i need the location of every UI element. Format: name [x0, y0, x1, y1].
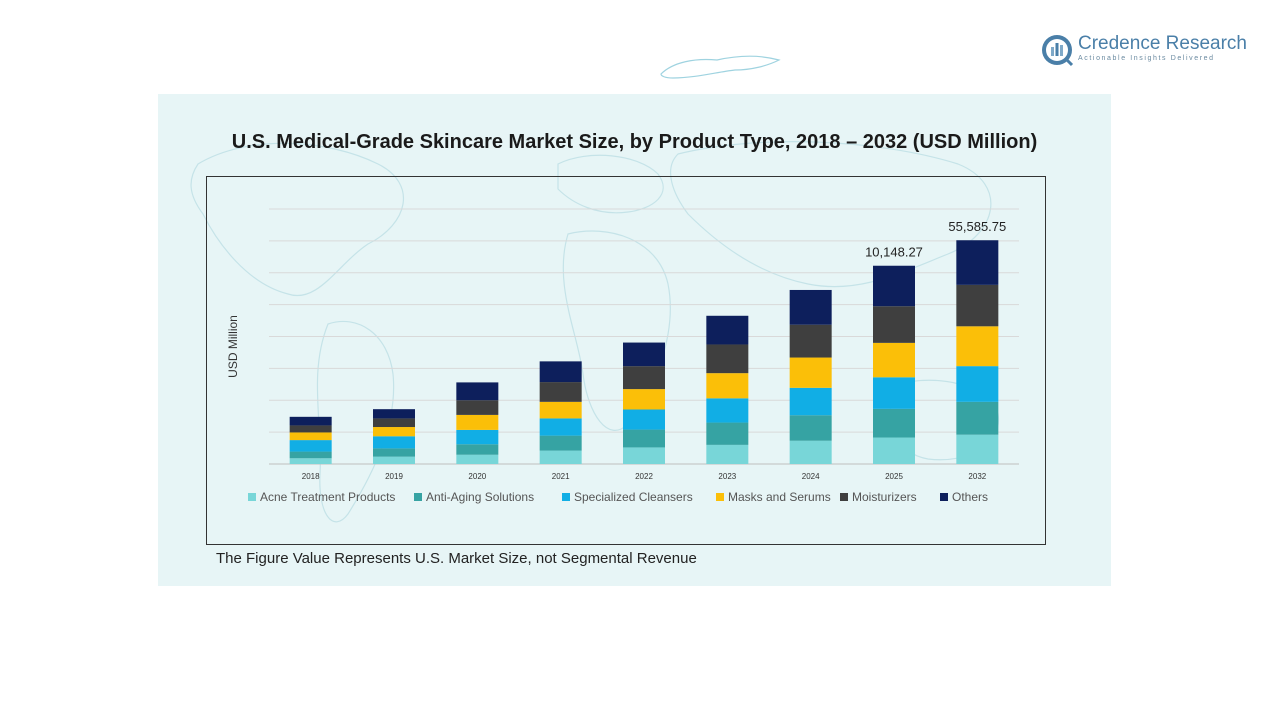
bar-segment [789, 357, 832, 388]
bar-segment [706, 344, 749, 374]
bar-segment [289, 425, 332, 433]
legend-swatch [716, 493, 724, 501]
legend-swatch [840, 493, 848, 501]
chart-panel: U.S. Medical-Grade Skincare Market Size,… [158, 94, 1111, 586]
bar-segment [373, 448, 415, 457]
bar-segment [623, 447, 665, 464]
x-tick-label: 2024 [802, 472, 820, 481]
bar-segment [539, 361, 582, 383]
bar-segment [539, 450, 582, 464]
legend-label: Others [952, 490, 988, 504]
bar-segment [873, 408, 915, 438]
bar-segment [873, 377, 915, 409]
bar-segment [706, 444, 749, 464]
legend-label: Acne Treatment Products [260, 490, 395, 504]
bar-segment [289, 451, 332, 459]
bar-segment [789, 415, 832, 441]
bar-segment [289, 416, 332, 426]
x-tick-label: 2023 [718, 472, 736, 481]
bar-segment [623, 429, 665, 448]
bar-segment [456, 414, 499, 430]
bar-segment [373, 409, 415, 419]
bar-segment [956, 284, 999, 327]
brand-tagline: Actionable Insights Delivered [1078, 55, 1215, 62]
credence-logo-icon [1042, 35, 1074, 67]
x-tick-label: 2022 [635, 472, 653, 481]
bar-segment [289, 440, 332, 452]
y-axis-label: USD Million [226, 315, 240, 378]
bar-segment [706, 398, 749, 423]
bar-segment [539, 401, 582, 419]
data-label: 10,148.27 [865, 245, 923, 260]
bar-segment [289, 458, 332, 464]
bar-segment [873, 342, 915, 378]
x-tick-label: 2025 [885, 472, 903, 481]
bar-segment [456, 429, 499, 445]
x-tick-label: 2032 [968, 472, 986, 481]
brand-name: Credence Research [1078, 33, 1247, 54]
bar-segment [623, 342, 665, 367]
bar-segment [789, 440, 832, 464]
bar-segment [373, 427, 415, 437]
legend-label: Anti-Aging Solutions [426, 490, 534, 504]
legend-swatch [940, 493, 948, 501]
legend-swatch [562, 493, 570, 501]
bar-segment [706, 422, 749, 445]
legend-label: Masks and Serums [728, 490, 831, 504]
brand-logo: Credence Research Actionable Insights De… [1040, 30, 1260, 70]
legend-swatch [248, 493, 256, 501]
bar-segment [956, 366, 999, 402]
decorative-map-outline [660, 55, 781, 79]
bar-segment [623, 409, 665, 430]
chart-title: U.S. Medical-Grade Skincare Market Size,… [231, 131, 1038, 153]
bar-segment [373, 418, 415, 428]
bar-segment [456, 454, 499, 464]
bar-segment [456, 400, 499, 415]
bar-segment [956, 401, 999, 435]
bar-segment [789, 289, 832, 325]
bar-segment [456, 382, 499, 401]
bar-segment [623, 366, 665, 390]
bar-segment [956, 326, 999, 367]
bar-segment [873, 437, 915, 464]
bar-segment [706, 315, 749, 345]
bar-segment [289, 432, 332, 441]
bar-segment [456, 444, 499, 455]
x-tick-label: 2021 [552, 472, 570, 481]
bar-segment [539, 435, 582, 451]
bar-segment [873, 265, 915, 307]
bar-segment [706, 373, 749, 399]
legend-swatch [414, 493, 422, 501]
bar-segment [789, 387, 832, 416]
bar-segment [373, 436, 415, 449]
bar-segment [539, 418, 582, 436]
chart-footnote: The Figure Value Represents U.S. Market … [216, 550, 697, 567]
bar-segment [789, 324, 832, 358]
stacked-bar-chart: USD Million 2018 2019 2020 2021 2022 2023 2024 2… [226, 208, 1019, 504]
bar-segment [539, 382, 582, 402]
bar-segment [373, 456, 415, 464]
x-tick-label: 2018 [302, 472, 320, 481]
bar-segment [956, 434, 999, 464]
legend-label: Moisturizers [852, 490, 917, 504]
x-tick-label: 2020 [468, 472, 486, 481]
bar-segment [873, 306, 915, 343]
bar-segment [623, 389, 665, 410]
bar-segment [956, 240, 999, 285]
chart-area: USD Million 2018 2019 2020 2021 2022 2023 2024 2… [206, 176, 1046, 545]
legend-label: Specialized Cleansers [574, 490, 693, 504]
data-label: 55,585.75 [948, 219, 1006, 234]
x-tick-label: 2019 [385, 472, 403, 481]
